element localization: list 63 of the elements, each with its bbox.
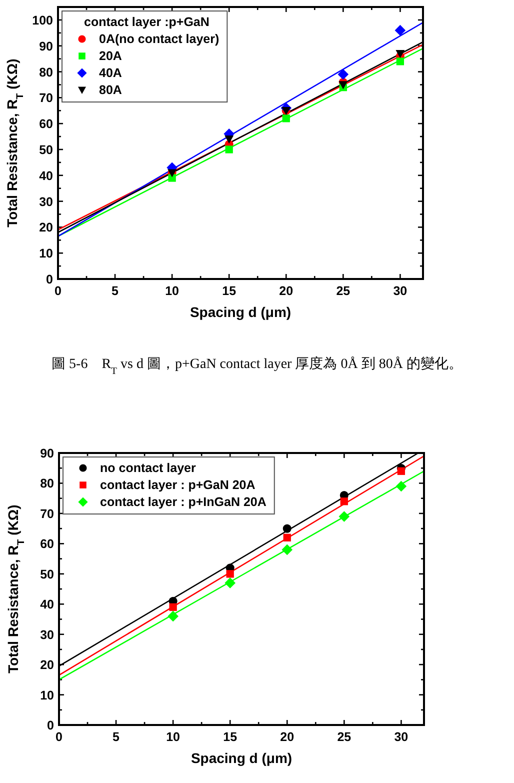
- point: [282, 524, 292, 533]
- x-tick-label: 10: [166, 730, 180, 744]
- x-tick-label: 30: [394, 730, 408, 744]
- legend-label: 0A(no contact layer): [99, 32, 220, 46]
- legend-label: 20A: [99, 49, 122, 63]
- x-tick-label: 5: [112, 284, 119, 298]
- y-tick-label: 40: [40, 598, 54, 612]
- y-tick-label: 0: [46, 272, 54, 286]
- y-tick-label: 80: [40, 476, 54, 491]
- point: [394, 24, 406, 36]
- point: [225, 146, 233, 154]
- x-tick-label: 5: [112, 730, 120, 744]
- y-tick-label: 60: [39, 117, 54, 132]
- x-tick-label: 30: [393, 284, 408, 298]
- y-tick-label: 60: [40, 537, 54, 552]
- x-axis-title: Spacing d (μm): [190, 304, 292, 320]
- point: [338, 68, 349, 80]
- y-tick-label: 20: [40, 658, 54, 672]
- y-tick-label: 100: [32, 13, 54, 28]
- y-tick-label: 90: [39, 39, 54, 54]
- point: [396, 58, 404, 66]
- x-tick-label: 20: [280, 730, 294, 744]
- point: [169, 603, 177, 611]
- y-tick-label: 70: [39, 91, 54, 106]
- legend-label: 40A: [99, 66, 122, 80]
- point: [224, 578, 236, 588]
- x-axis-title: Spacing d (μm): [190, 750, 292, 766]
- point: [168, 174, 176, 182]
- y-tick-label: 30: [40, 628, 54, 642]
- point: [168, 610, 178, 622]
- y-tick-label: 30: [39, 194, 54, 209]
- point: [338, 511, 350, 522]
- x-tick-label: 20: [279, 284, 294, 298]
- point: [283, 534, 291, 542]
- point: [282, 114, 290, 122]
- y-tick-label: 50: [40, 567, 54, 582]
- y-tick-label: 70: [40, 506, 54, 521]
- y-tick-label: 50: [39, 142, 54, 157]
- y-tick-label: 80: [39, 65, 54, 80]
- point: [340, 498, 348, 506]
- point: [226, 570, 234, 578]
- point: [397, 467, 406, 475]
- legend-label: no contact layer: [100, 461, 196, 475]
- x-tick-label: 10: [165, 284, 180, 298]
- legend-label: contact layer : p+InGaN 20A: [100, 495, 266, 509]
- point: [396, 480, 407, 492]
- x-tick-label: 25: [337, 730, 352, 744]
- x-tick-label: 0: [56, 730, 63, 744]
- y-tick-label: 40: [39, 168, 54, 183]
- x-tick-label: 15: [222, 284, 236, 298]
- caption: 圖 5-6 R$_{T}$ vs d 圖，p+GaN contact layer 厚度為 0Å 到 80Å 的變化。: [52, 356, 462, 376]
- legend-label: contact layer : p+GaN 20A: [100, 478, 256, 492]
- y-tick-label: 0: [47, 718, 54, 732]
- point: [224, 136, 234, 144]
- y-tick-label: 10: [39, 246, 54, 261]
- y-tick-label: 10: [40, 688, 54, 702]
- y-tick-label: 90: [40, 446, 54, 460]
- legend-title: contact layer :p+GaN: [84, 15, 210, 29]
- y-tick-label: 20: [39, 220, 54, 235]
- x-tick-label: 25: [336, 284, 350, 298]
- legend-label: 80A: [99, 83, 122, 97]
- x-tick-label: 15: [223, 730, 238, 744]
- point: [282, 544, 293, 556]
